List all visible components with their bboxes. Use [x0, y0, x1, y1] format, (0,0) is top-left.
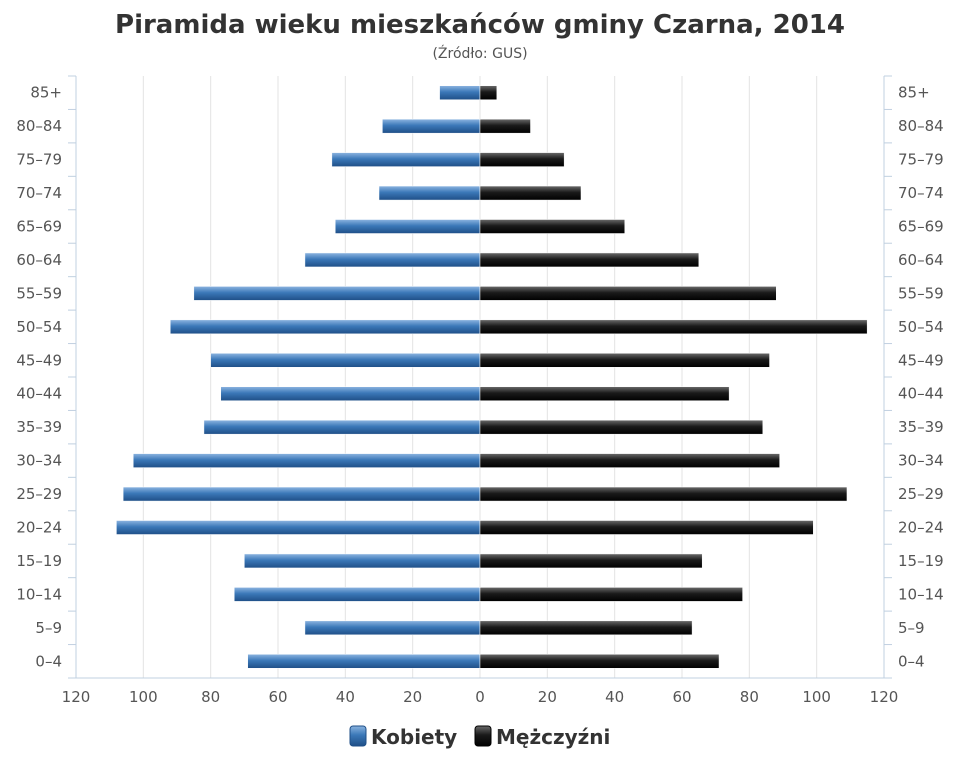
category-label-left: 85+ — [30, 84, 62, 102]
bar-mezczyzni-50–54[interactable] — [479, 319, 868, 335]
bar-mezczyzni-15–19[interactable] — [479, 553, 703, 569]
x-tick-label: 120 — [62, 688, 91, 706]
legend-label-kobiety: Kobiety — [371, 725, 457, 749]
bar-kobiety-75–79[interactable] — [331, 152, 481, 167]
category-label-left: 55–59 — [16, 284, 62, 302]
bar-mezczyzni-65–69[interactable] — [479, 219, 626, 234]
bar-kobiety-70–74[interactable] — [378, 185, 481, 201]
bar-kobiety-30–34[interactable] — [132, 453, 481, 468]
bar-mezczyzni-20–24[interactable] — [479, 520, 814, 535]
category-label-left: 75–79 — [16, 151, 62, 169]
category-label-left: 40–44 — [16, 385, 62, 403]
category-label-right: 15–19 — [898, 552, 944, 570]
category-label-right: 85+ — [898, 84, 930, 102]
legend-swatch-mezczyzni — [474, 725, 492, 747]
bar-kobiety-85+[interactable] — [439, 85, 481, 100]
x-tick-label: 100 — [802, 688, 831, 706]
category-label-left: 65–69 — [16, 218, 62, 236]
bar-kobiety-40–44[interactable] — [220, 386, 481, 401]
bar-mezczyzni-10–14[interactable] — [479, 587, 743, 602]
category-label-right: 5–9 — [898, 619, 925, 637]
chart-subtitle: (Źródło: GUS) — [432, 44, 527, 62]
category-label-right: 75–79 — [898, 151, 944, 169]
category-label-right: 20–24 — [898, 519, 944, 537]
category-label-right: 60–64 — [898, 251, 944, 269]
bar-kobiety-35–39[interactable] — [203, 419, 481, 435]
category-label-right: 55–59 — [898, 284, 944, 302]
category-label-left: 35–39 — [16, 418, 62, 436]
x-tick-label: 40 — [336, 688, 355, 706]
x-tick-label: 60 — [672, 688, 691, 706]
bar-kobiety-60–64[interactable] — [304, 252, 481, 268]
category-label-right: 25–29 — [898, 485, 944, 503]
category-label-left: 20–24 — [16, 519, 62, 537]
x-tick-label: 20 — [403, 688, 422, 706]
bar-kobiety-25–29[interactable] — [122, 486, 481, 502]
x-tick-label: 80 — [201, 688, 220, 706]
bar-kobiety-55–59[interactable] — [193, 286, 481, 301]
category-label-left: 50–54 — [16, 318, 62, 336]
category-label-left: 80–84 — [16, 117, 62, 135]
category-label-left: 0–4 — [35, 652, 62, 670]
category-label-right: 40–44 — [898, 385, 944, 403]
legend-label-mezczyzni: Mężczyźni — [496, 725, 610, 749]
legend[interactable]: Kobiety Mężczyźni — [349, 725, 610, 749]
bar-kobiety-65–69[interactable] — [334, 219, 481, 234]
category-label-right: 30–34 — [898, 452, 944, 470]
bar-mezczyzni-55–59[interactable] — [479, 286, 777, 301]
category-label-left: 10–14 — [16, 585, 62, 603]
x-tick-label: 120 — [870, 688, 899, 706]
category-label-left: 45–49 — [16, 351, 62, 369]
legend-swatch-kobiety — [349, 725, 367, 747]
category-label-left: 5–9 — [35, 619, 62, 637]
bar-kobiety-10–14[interactable] — [233, 587, 481, 602]
x-tick-label: 80 — [740, 688, 759, 706]
bar-mezczyzni-85+[interactable] — [479, 85, 498, 100]
x-tick-label: 60 — [268, 688, 287, 706]
x-tick-label: 100 — [129, 688, 158, 706]
bar-kobiety-50–54[interactable] — [170, 319, 481, 335]
bar-kobiety-80–84[interactable] — [382, 118, 481, 134]
category-label-right: 10–14 — [898, 585, 944, 603]
category-label-right: 0–4 — [898, 652, 925, 670]
bar-kobiety-5–9[interactable] — [304, 620, 481, 636]
x-tick-label: 20 — [538, 688, 557, 706]
chart-title: Piramida wieku mieszkańców gminy Czarna,… — [115, 10, 845, 40]
x-tick-labels: 120 100 80 60 40 20 0 20 40 60 80 100 120 — [62, 688, 899, 706]
bar-mezczyzni-75–79[interactable] — [479, 152, 565, 167]
x-tick-label: 0 — [475, 688, 485, 706]
bar-mezczyzni-30–34[interactable] — [479, 453, 780, 468]
axes — [68, 75, 892, 679]
x-tick-label: 40 — [605, 688, 624, 706]
bar-mezczyzni-60–64[interactable] — [479, 252, 700, 268]
bar-mezczyzni-5–9[interactable] — [479, 620, 693, 636]
category-label-left: 70–74 — [16, 184, 62, 202]
bar-mezczyzni-25–29[interactable] — [479, 486, 848, 502]
bar-mezczyzni-35–39[interactable] — [479, 419, 764, 435]
category-label-right: 65–69 — [898, 218, 944, 236]
category-label-right: 35–39 — [898, 418, 944, 436]
category-label-right: 50–54 — [898, 318, 944, 336]
category-label-right: 70–74 — [898, 184, 944, 202]
category-label-left: 15–19 — [16, 552, 62, 570]
legend-item-kobiety[interactable]: Kobiety — [349, 725, 457, 749]
bar-kobiety-15–19[interactable] — [244, 553, 481, 569]
bar-mezczyzni-0–4[interactable] — [479, 654, 720, 669]
bar-mezczyzni-45–49[interactable] — [479, 353, 770, 368]
category-label-left: 60–64 — [16, 251, 62, 269]
bars — [116, 85, 868, 669]
category-label-left: 25–29 — [16, 485, 62, 503]
category-label-right: 80–84 — [898, 117, 944, 135]
legend-item-mezczyzni[interactable]: Mężczyźni — [474, 725, 610, 749]
bar-kobiety-0–4[interactable] — [247, 654, 481, 669]
bar-kobiety-45–49[interactable] — [210, 353, 481, 368]
category-labels: 0–4 0–4 5–9 5–9 10–14 10–14 15–19 15–19 20–24 20–… — [16, 84, 943, 671]
category-label-left: 30–34 — [16, 452, 62, 470]
bar-mezczyzni-40–44[interactable] — [479, 386, 730, 401]
bar-kobiety-20–24[interactable] — [116, 520, 481, 535]
bar-mezczyzni-80–84[interactable] — [479, 118, 531, 134]
category-label-right: 45–49 — [898, 351, 944, 369]
bar-mezczyzni-70–74[interactable] — [479, 185, 582, 201]
